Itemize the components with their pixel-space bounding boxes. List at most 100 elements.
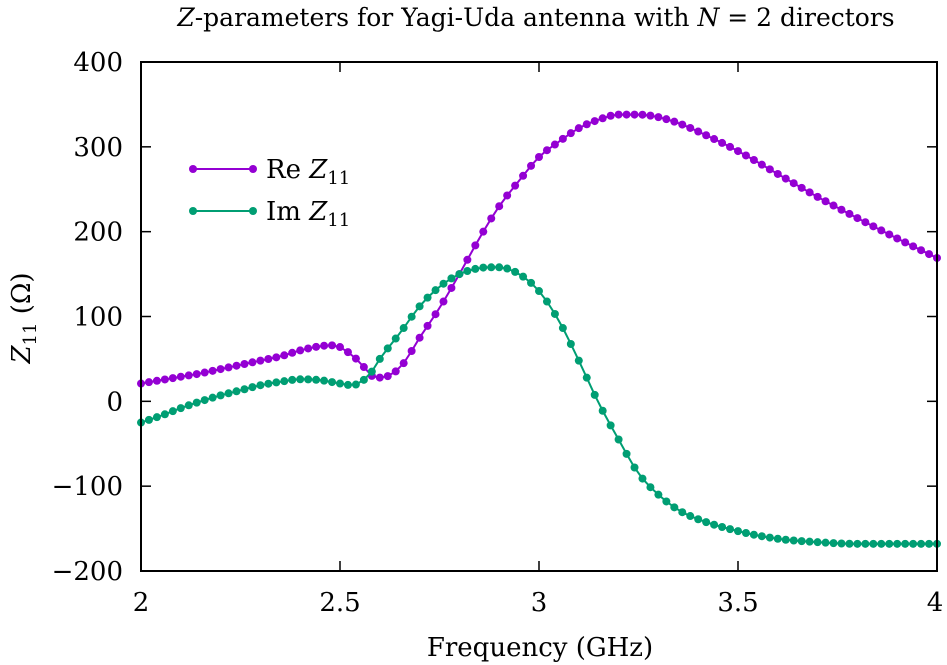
data-point-im	[757, 532, 766, 541]
data-point-im	[582, 373, 591, 382]
data-point-im	[216, 391, 225, 400]
data-point-im	[264, 379, 273, 388]
data-point-re	[630, 110, 639, 119]
data-point-re	[678, 120, 687, 129]
series-im	[137, 263, 941, 548]
data-point-re	[200, 368, 209, 377]
data-point-re	[662, 115, 671, 124]
data-point-im	[240, 385, 249, 394]
data-point-im	[527, 278, 536, 287]
data-point-im	[208, 393, 217, 402]
data-point-re	[328, 341, 337, 350]
data-point-re	[343, 348, 352, 357]
data-point-im	[829, 539, 838, 548]
data-point-im	[471, 264, 480, 273]
data-point-im	[519, 272, 528, 281]
x-tick-label: 4	[927, 588, 944, 618]
data-point-re	[837, 205, 846, 214]
data-point-re	[224, 363, 233, 372]
data-point-im	[773, 534, 782, 543]
data-point-re	[773, 169, 782, 178]
data-point-re	[885, 230, 894, 239]
data-point-im	[917, 539, 926, 548]
data-point-im	[638, 474, 647, 483]
data-point-re	[925, 250, 934, 259]
data-point-im	[200, 396, 209, 405]
data-point-im	[734, 527, 742, 536]
data-point-im	[749, 530, 758, 539]
series-layer	[137, 110, 941, 548]
data-point-re	[829, 201, 838, 210]
y-axis-ticks: −200 −100 0 100 200 300 400	[52, 48, 937, 587]
data-point-re	[431, 310, 440, 319]
data-point-re	[216, 365, 225, 374]
legend: Re Z11 Im Z11	[189, 155, 350, 231]
legend-label-im-var: Z	[308, 197, 328, 227]
data-point-im	[821, 538, 830, 547]
data-point-im	[495, 263, 504, 272]
data-point-re	[574, 124, 583, 133]
data-point-re	[415, 333, 424, 342]
chart-title-n: N	[696, 3, 720, 32]
data-point-im	[861, 539, 870, 548]
data-point-re	[503, 191, 512, 200]
data-point-im	[845, 539, 854, 548]
data-point-re	[694, 127, 703, 136]
data-point-im	[248, 383, 257, 392]
y-tick-label: 200	[73, 218, 123, 248]
data-point-im	[797, 537, 806, 546]
data-point-im	[367, 367, 376, 376]
data-point-im	[351, 380, 360, 389]
data-point-re	[646, 111, 655, 120]
series-line-im	[140, 266, 937, 545]
data-point-re	[638, 110, 647, 119]
data-point-im	[336, 379, 344, 388]
data-point-re	[789, 179, 798, 188]
data-point-re	[471, 241, 480, 250]
data-point-re	[917, 246, 926, 255]
data-point-re	[479, 227, 488, 236]
data-point-im	[184, 401, 193, 410]
data-point-re	[558, 134, 567, 143]
data-point-im	[670, 503, 679, 512]
data-point-re	[614, 110, 623, 119]
data-point-im	[837, 539, 846, 548]
data-point-re	[375, 373, 384, 382]
data-point-re	[495, 202, 504, 211]
data-point-im	[272, 378, 281, 387]
data-point-re	[407, 347, 416, 355]
legend-label-re: Re Z11	[266, 155, 350, 189]
data-point-im	[479, 263, 488, 272]
data-point-im	[423, 293, 432, 302]
data-point-im	[646, 483, 655, 492]
legend-marker-re	[189, 165, 197, 173]
series-re	[137, 110, 941, 388]
y-axis-title-unit: (Ω)	[7, 272, 37, 322]
data-point-im	[654, 490, 663, 499]
legend-label-im-sub: 11	[327, 210, 350, 231]
data-point-im	[383, 344, 392, 353]
data-point-im	[375, 354, 384, 363]
data-point-im	[152, 413, 161, 422]
data-point-im	[399, 324, 408, 333]
data-point-re	[893, 234, 902, 243]
chart-title-z: Z	[176, 3, 195, 32]
data-point-re	[192, 370, 201, 379]
data-point-re	[741, 151, 750, 160]
data-point-im	[144, 415, 153, 424]
x-tick-label: 3	[531, 588, 548, 618]
data-point-im	[630, 463, 639, 472]
y-tick-label: 400	[73, 48, 123, 78]
data-point-re	[821, 197, 830, 206]
data-point-re	[757, 160, 766, 169]
data-point-im	[558, 324, 567, 333]
data-point-re	[718, 138, 727, 147]
data-point-im	[328, 378, 337, 387]
data-point-re	[320, 341, 329, 350]
data-point-im	[805, 537, 814, 546]
data-point-re	[447, 283, 456, 292]
data-point-re	[304, 344, 313, 353]
data-point-im	[789, 536, 798, 545]
data-point-im	[447, 274, 456, 283]
